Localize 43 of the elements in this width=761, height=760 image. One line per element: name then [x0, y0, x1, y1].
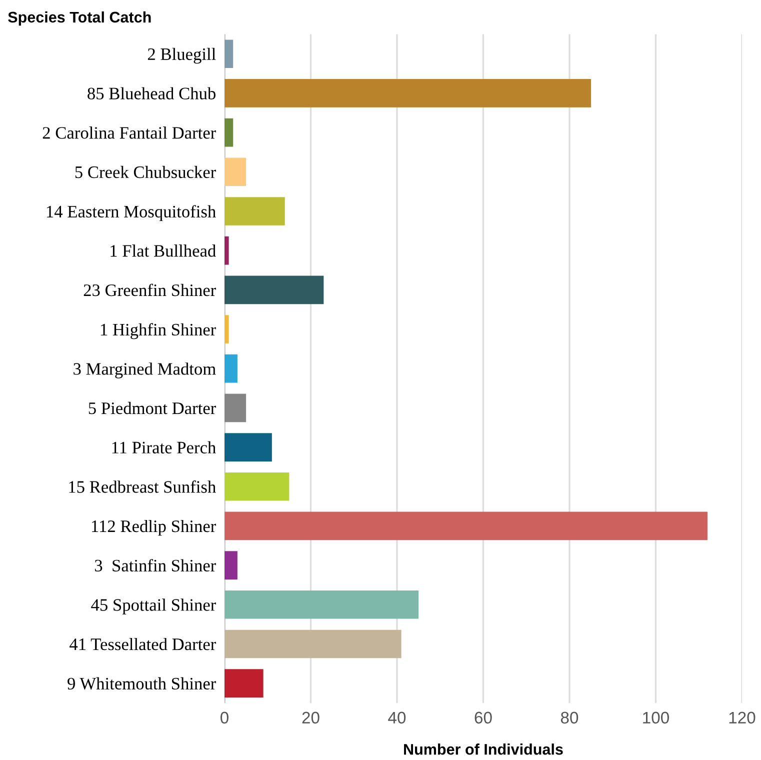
- bar: [224, 158, 246, 186]
- y-tick-label: 2 Carolina Fantail Darter: [42, 126, 216, 139]
- bar: [224, 512, 708, 540]
- bar: [224, 551, 238, 580]
- y-axis-title: Species Total Catch: [8, 11, 151, 26]
- y-tick-label: 2 Bluegill: [148, 48, 216, 64]
- x-tick-label: 0: [220, 712, 228, 724]
- x-tick-label: 20: [302, 712, 320, 724]
- x-tick-label: 80: [560, 712, 578, 724]
- x-axis-title: Number of Individuals: [404, 744, 563, 755]
- y-tick-label: 14 Eastern Mosquitofish: [46, 205, 216, 222]
- y-tick-label: 45 Spottail Shiner: [91, 598, 216, 614]
- bar: [224, 433, 272, 462]
- bar: [224, 118, 234, 147]
- x-tick-label: 120: [729, 712, 756, 724]
- bar: [224, 276, 324, 304]
- y-tick-label: 3 Satinfin Shiner: [94, 559, 216, 572]
- bar: [224, 394, 246, 422]
- bar: [224, 79, 592, 108]
- x-tick-label: 100: [643, 712, 669, 724]
- y-tick-label: 15 Redbreast Sunfish: [69, 480, 216, 493]
- y-tick-label: 5 Piedmont Darter: [88, 402, 216, 414]
- bar: [224, 40, 234, 68]
- y-tick-label: 41 Tessellated Darter: [70, 638, 216, 650]
- y-tick-label: 112 Redlip Shiner: [92, 520, 216, 536]
- x-tick-label: 40: [388, 712, 406, 724]
- y-tick-label: 1 Flat Bullhead: [110, 244, 216, 257]
- bar: [224, 315, 229, 344]
- x-tick-label: 60: [474, 712, 492, 724]
- bar: [224, 669, 264, 698]
- y-tick-label: 1 Highfin Shiner: [100, 323, 216, 340]
- bar: [224, 630, 402, 658]
- y-tick-label: 11 Pirate Perch: [112, 441, 216, 454]
- y-tick-label: 9 Whitemouth Shiner: [68, 677, 216, 690]
- bar: [224, 472, 290, 501]
- y-tick-label: 85 Bluehead Chub: [88, 87, 216, 100]
- bar: [224, 590, 419, 619]
- bar: [224, 354, 238, 383]
- bar: [224, 236, 229, 265]
- y-tick-label: 23 Greenfin Shiner: [84, 284, 216, 296]
- y-tick-label: 5 Creek Chubsucker: [75, 166, 216, 178]
- bar: [224, 197, 285, 226]
- y-tick-label: 3 Margined Madtom: [74, 362, 216, 378]
